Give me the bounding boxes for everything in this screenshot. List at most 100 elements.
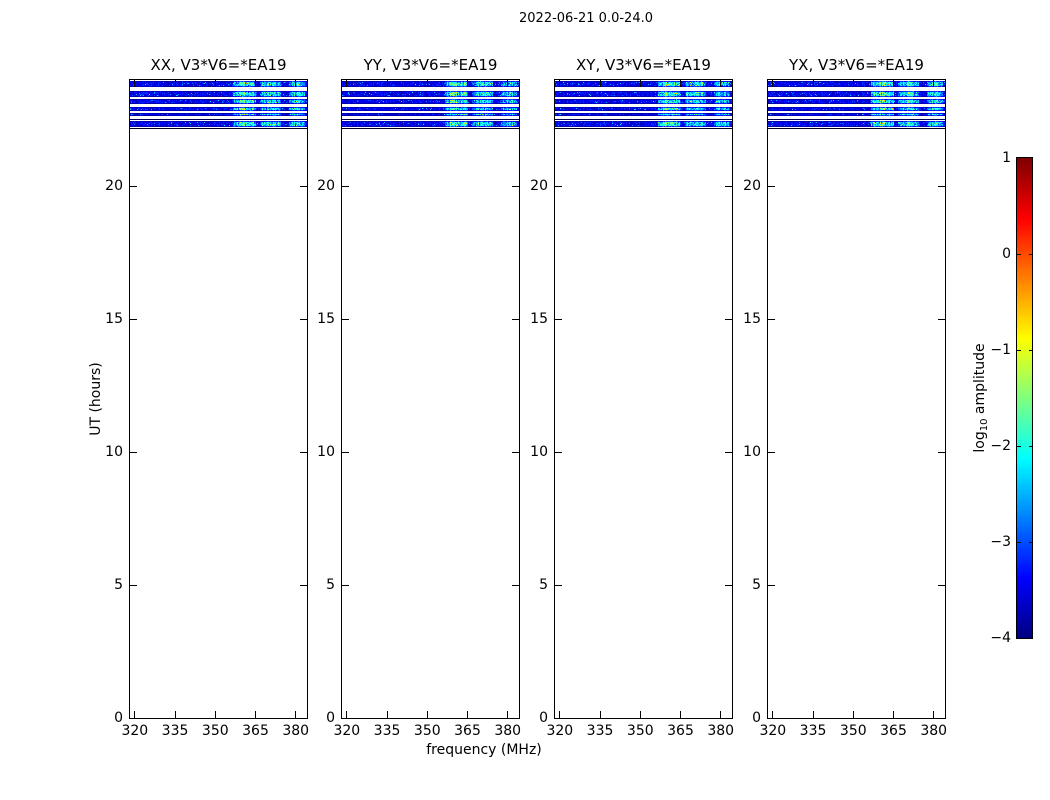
colorbar-tick-label: −1 <box>990 342 1011 358</box>
x-tick-label: 380 <box>707 723 734 739</box>
x-tick-bottom <box>255 711 256 718</box>
colorbar-tick-right <box>1029 254 1033 255</box>
y-tick-label: 0 <box>539 710 548 726</box>
spectrogram-yy: 320 335 350 365 380 0 5 10 15 20 <box>342 80 519 718</box>
y-tick-label: 10 <box>743 444 761 460</box>
y-tick-label: 15 <box>530 311 548 327</box>
x-tick-top <box>134 80 135 87</box>
x-tick-bottom <box>387 711 388 718</box>
x-tick-bottom <box>507 711 508 718</box>
panel-xx: XX, V3*V6=*EA19 320 335 350 365 380 0 5 10 15 20 <box>129 79 308 719</box>
colorbar-tick-label: −2 <box>990 438 1011 454</box>
y-tick-left <box>555 452 562 453</box>
x-tick-bottom <box>559 711 560 718</box>
x-tick-bottom <box>346 711 347 718</box>
x-tick-top <box>680 80 681 87</box>
figure: 2022-06-21 0.0-24.0 UT (hours) XX, V3*V6… <box>0 0 1050 800</box>
x-tick-label: 350 <box>840 723 867 739</box>
x-tick-top <box>346 80 347 87</box>
x-tick-bottom <box>640 711 641 718</box>
x-tick-label: 365 <box>242 723 269 739</box>
y-tick-right <box>512 452 519 453</box>
y-tick-label: 20 <box>105 178 123 194</box>
x-tick-top <box>427 80 428 87</box>
y-tick-right <box>300 452 307 453</box>
y-tick-label: 5 <box>752 577 761 593</box>
spectrogram-canvas <box>342 80 519 130</box>
spectrogram-xy: 320 335 350 365 380 0 5 10 15 20 <box>555 80 732 718</box>
colorbar-tick-label: −4 <box>990 630 1011 646</box>
y-tick-left <box>130 186 137 187</box>
y-tick-label: 0 <box>326 710 335 726</box>
y-tick-right <box>938 452 945 453</box>
colorbar <box>1016 157 1033 639</box>
y-tick-right <box>512 319 519 320</box>
x-tick-bottom <box>467 711 468 718</box>
y-tick-right <box>938 319 945 320</box>
colorbar-gradient <box>1017 158 1032 638</box>
spectrogram-canvas <box>768 80 945 130</box>
spectrogram-canvas <box>555 80 732 130</box>
x-tick-top <box>255 80 256 87</box>
spectrogram-yx: 320 335 350 365 380 0 5 10 15 20 <box>768 80 945 718</box>
x-tick-top <box>720 80 721 87</box>
y-tick-label: 15 <box>743 311 761 327</box>
y-tick-label: 10 <box>105 444 123 460</box>
x-tick-top <box>559 80 560 87</box>
colorbar-tick-right <box>1029 542 1033 543</box>
x-tick-bottom <box>853 711 854 718</box>
panel-title-yx: YX, V3*V6=*EA19 <box>768 56 945 74</box>
x-tick-top <box>387 80 388 87</box>
y-tick-left <box>768 186 775 187</box>
x-tick-top <box>813 80 814 87</box>
x-tick-label: 380 <box>282 723 309 739</box>
y-tick-label: 20 <box>530 178 548 194</box>
y-tick-label: 10 <box>317 444 335 460</box>
colorbar-tick-left <box>1017 446 1021 447</box>
colorbar-label-sub: 10 <box>979 419 990 432</box>
spectrogram-canvas <box>130 80 307 130</box>
y-tick-right <box>725 186 732 187</box>
y-tick-right <box>725 585 732 586</box>
x-tick-label: 335 <box>374 723 401 739</box>
panel-yy: YY, V3*V6=*EA19 320 335 350 365 380 0 5 10 15 20 <box>341 79 520 719</box>
x-tick-label: 365 <box>454 723 481 739</box>
y-tick-left <box>555 585 562 586</box>
y-tick-label: 0 <box>114 710 123 726</box>
x-tick-label: 320 <box>546 723 573 739</box>
y-tick-label: 20 <box>317 178 335 194</box>
colorbar-tick-right <box>1029 350 1033 351</box>
x-tick-bottom <box>680 711 681 718</box>
y-tick-right <box>512 585 519 586</box>
panel-xy: XY, V3*V6=*EA19 320 335 350 365 380 0 5 10 15 20 <box>554 79 733 719</box>
panel-title-yy: YY, V3*V6=*EA19 <box>342 56 519 74</box>
y-tick-left <box>130 319 137 320</box>
colorbar-label: log10 amplitude <box>972 343 990 452</box>
x-tick-label: 350 <box>627 723 654 739</box>
y-tick-label: 5 <box>326 577 335 593</box>
x-tick-top <box>853 80 854 87</box>
x-tick-label: 320 <box>759 723 786 739</box>
x-tick-top <box>600 80 601 87</box>
x-tick-label: 380 <box>494 723 521 739</box>
y-tick-right <box>725 452 732 453</box>
x-tick-top <box>295 80 296 87</box>
colorbar-tick-right <box>1029 446 1033 447</box>
x-tick-label: 365 <box>667 723 694 739</box>
x-tick-bottom <box>295 711 296 718</box>
x-tick-label: 320 <box>121 723 148 739</box>
x-tick-top <box>933 80 934 87</box>
y-tick-label: 0 <box>752 710 761 726</box>
x-tick-label: 335 <box>587 723 614 739</box>
x-tick-bottom <box>933 711 934 718</box>
x-tick-bottom <box>134 711 135 718</box>
colorbar-tick-left <box>1017 542 1021 543</box>
x-tick-label: 350 <box>202 723 229 739</box>
x-tick-bottom <box>893 711 894 718</box>
y-tick-right <box>300 186 307 187</box>
panel-title-xy: XY, V3*V6=*EA19 <box>555 56 732 74</box>
x-tick-bottom <box>600 711 601 718</box>
x-tick-label: 380 <box>920 723 947 739</box>
y-tick-left <box>555 186 562 187</box>
figure-title: 2022-06-21 0.0-24.0 <box>519 11 653 26</box>
